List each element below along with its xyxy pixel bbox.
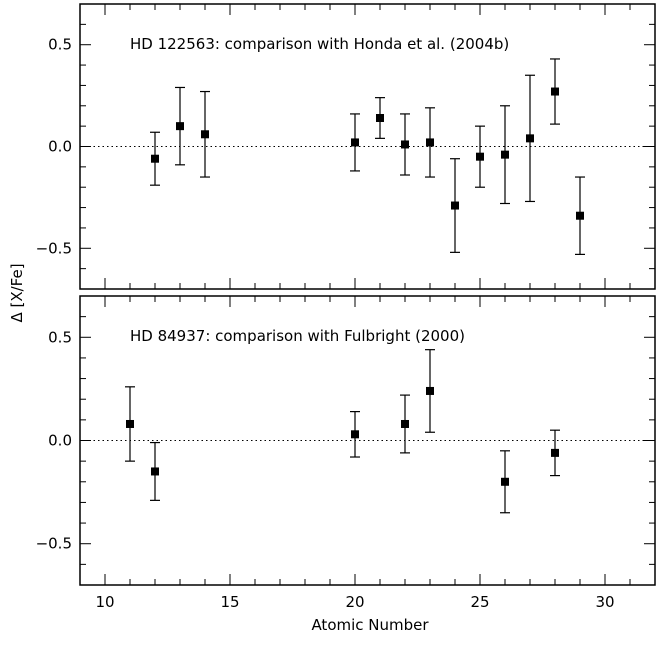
panel-bottom: HD 84937: comparison with Fulbright (200… <box>36 295 656 611</box>
panel-top-data-point <box>476 152 484 161</box>
y-axis-label: Δ [X/Fe] <box>8 263 26 322</box>
panel-top-y-tick-label: −0.5 <box>36 239 72 257</box>
x-tick-label: 15 <box>220 593 239 611</box>
panel-bottom-data-point <box>401 419 409 428</box>
panel-top-title: HD 122563: comparison with Honda et al. … <box>130 35 509 53</box>
panel-top-data-point <box>426 138 434 147</box>
panel-bottom-data-point <box>151 467 159 476</box>
panel-bottom-y-tick-label: 0.5 <box>48 328 72 346</box>
panel-top-y-tick-label: 0.5 <box>48 36 72 54</box>
panel-bottom-data-point <box>426 386 434 395</box>
x-axis-label: Atomic Number <box>311 616 429 634</box>
panel-top-data-point <box>351 138 359 147</box>
panel-bottom-data-point <box>551 448 559 457</box>
panel-bottom-title: HD 84937: comparison with Fulbright (200… <box>130 327 465 345</box>
panel-bottom-data-point <box>126 419 134 428</box>
panel-bottom-y-tick-label: 0.0 <box>48 432 72 450</box>
panel-top-data-point <box>576 211 584 220</box>
x-tick-label: 20 <box>345 593 364 611</box>
panel-bottom-data-point <box>351 430 359 439</box>
panel-top-data-point <box>501 150 509 159</box>
x-tick-label: 25 <box>470 593 489 611</box>
panel-top-data-point <box>551 87 559 96</box>
panel-top-data-point <box>176 122 184 131</box>
panel-top-data-point <box>526 134 534 143</box>
panel-bottom-y-tick-label: −0.5 <box>36 535 72 553</box>
x-tick-label: 30 <box>595 593 614 611</box>
panel-top-data-point <box>201 130 209 139</box>
panel-top-data-point <box>451 201 459 210</box>
panel-bottom-data-point <box>501 477 509 486</box>
panel-top-data-point <box>401 140 409 149</box>
panel-top-y-tick-label: 0.0 <box>48 138 72 156</box>
panel-top: HD 122563: comparison with Honda et al. … <box>36 3 656 290</box>
panel-top-data-point <box>151 154 159 163</box>
x-tick-label: 10 <box>95 593 114 611</box>
panel-top-data-point <box>376 114 384 122</box>
